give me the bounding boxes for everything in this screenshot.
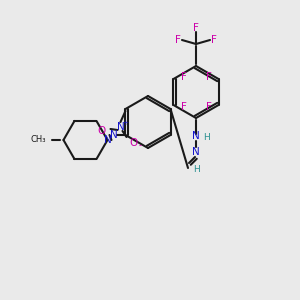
Text: N: N <box>192 131 200 141</box>
Text: F: F <box>181 102 186 112</box>
Text: N: N <box>103 135 111 145</box>
Text: F: F <box>193 23 199 33</box>
Text: F: F <box>206 72 212 82</box>
Text: +: + <box>122 120 128 126</box>
Text: O: O <box>129 138 138 148</box>
Text: N: N <box>117 122 124 132</box>
Text: -: - <box>139 142 142 151</box>
Text: F: F <box>181 72 186 82</box>
Text: F: F <box>211 35 217 45</box>
Text: H: H <box>193 166 200 175</box>
Text: F: F <box>175 35 181 45</box>
Text: H: H <box>202 134 209 142</box>
Text: O: O <box>98 126 106 136</box>
Text: F: F <box>206 102 212 112</box>
Text: CH₃: CH₃ <box>31 136 46 145</box>
Text: N: N <box>110 130 117 140</box>
Text: N: N <box>192 147 200 157</box>
